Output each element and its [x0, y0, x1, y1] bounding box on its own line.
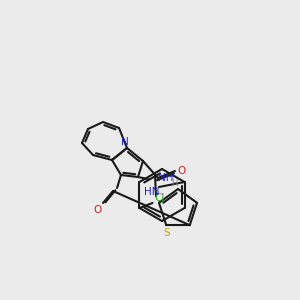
Text: HN: HN	[144, 187, 160, 197]
Text: O: O	[178, 166, 186, 176]
Text: S: S	[163, 228, 169, 238]
Text: O: O	[93, 205, 101, 215]
Text: Cl: Cl	[154, 193, 165, 203]
Text: NH: NH	[158, 173, 173, 183]
Text: H: H	[171, 179, 177, 188]
Text: N: N	[121, 137, 129, 147]
